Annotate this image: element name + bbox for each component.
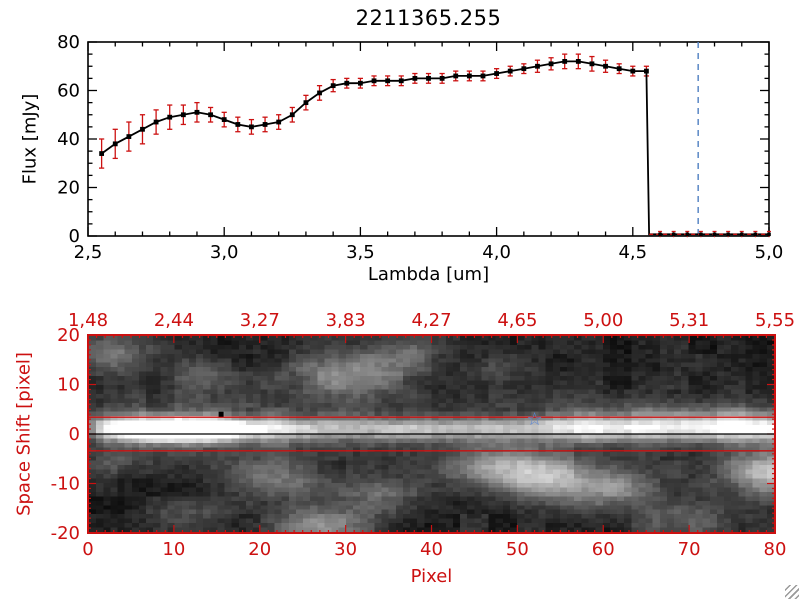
svg-text:0: 0	[82, 539, 93, 560]
lambda-axis-label: Lambda [um]	[367, 264, 490, 285]
svg-text:3,5: 3,5	[346, 242, 375, 263]
spectral-2d-image	[89, 336, 774, 532]
svg-text:4,65: 4,65	[497, 310, 537, 331]
resize-grip[interactable]	[785, 585, 799, 599]
svg-text:1,48: 1,48	[68, 310, 108, 331]
svg-text:20: 20	[57, 178, 80, 199]
svg-text:3,0: 3,0	[210, 242, 239, 263]
svg-text:2,5: 2,5	[74, 242, 103, 263]
svg-text:5,00: 5,00	[583, 310, 623, 331]
wavelength-axis-labels: 1,48 2,44 3,27 3,83 4,27 4,65 5,00 5,31 5,55	[68, 310, 795, 331]
svg-text:3,83: 3,83	[326, 310, 366, 331]
svg-text:0: 0	[69, 424, 80, 445]
svg-text:50: 50	[506, 539, 529, 560]
cutoff-tail	[649, 230, 771, 238]
svg-text:30: 30	[334, 539, 357, 560]
pixel-axis-label: Pixel	[410, 566, 453, 587]
svg-text:4,0: 4,0	[482, 242, 511, 263]
spectrum-line	[101, 60, 769, 236]
svg-text:10: 10	[57, 375, 80, 396]
svg-text:-20: -20	[51, 523, 80, 544]
svg-text:20: 20	[248, 539, 271, 560]
top-tick-labels: 2,5 3,0 3,5 4,0 4,5 5,0 0 20 40 60 80	[57, 32, 783, 263]
svg-text:3,27: 3,27	[240, 310, 280, 331]
svg-text:60: 60	[57, 81, 80, 102]
space-shift-axis-label: Space Shift [pixel]	[13, 352, 35, 516]
svg-text:2,44: 2,44	[154, 310, 194, 331]
svg-text:80: 80	[57, 32, 80, 53]
svg-text:0: 0	[69, 226, 80, 247]
svg-text:40: 40	[420, 539, 443, 560]
svg-text:5,0: 5,0	[755, 242, 784, 263]
svg-text:20: 20	[57, 325, 80, 346]
svg-text:4,27: 4,27	[411, 310, 451, 331]
svg-text:-10: -10	[51, 474, 80, 495]
chart-title: 2211365.255	[355, 6, 502, 30]
top-axes	[87, 41, 770, 237]
svg-text:70: 70	[678, 539, 701, 560]
svg-text:60: 60	[592, 539, 615, 560]
svg-text:80: 80	[764, 539, 787, 560]
svg-text:5,31: 5,31	[669, 310, 709, 331]
error-bars	[99, 53, 650, 169]
flux-axis-label: Flux [mJy]	[19, 93, 41, 185]
svg-text:5,55: 5,55	[755, 310, 795, 331]
svg-text:4,5: 4,5	[618, 242, 647, 263]
svg-text:10: 10	[162, 539, 185, 560]
svg-text:40: 40	[57, 129, 80, 150]
spectrum-markers	[99, 59, 649, 156]
